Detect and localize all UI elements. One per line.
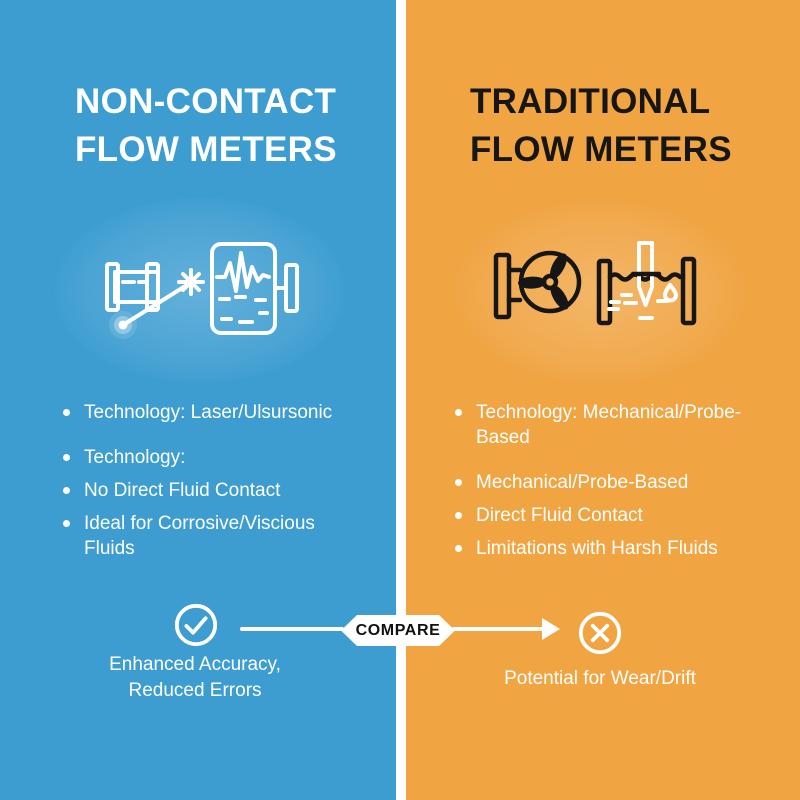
bullet-dot <box>455 409 462 416</box>
x-circle-icon <box>578 611 622 655</box>
bullet-dot <box>455 512 462 519</box>
right-verdict-caption: Potential for Wear/Drift <box>504 668 696 689</box>
bullet-dot <box>63 520 70 527</box>
left-panel: NON-CONTACT FLOW METERS <box>55 82 353 701</box>
list-item: Limitations with Harsh Fluids <box>455 536 790 561</box>
list-item: Technology: Laser/Ulsursonic <box>63 400 353 425</box>
bullet-label: No Direct Fluid Contact <box>84 480 281 501</box>
turbine-probe-flow-meter-icon <box>493 241 697 326</box>
bullet-label: Technology: Laser/Ulsursonic <box>84 402 333 423</box>
compare-badge: COMPARE <box>341 615 455 646</box>
bullet-label: Ideal for Corrosive/Viscious Fluids <box>84 513 315 559</box>
bullet-label: Direct Fluid Contact <box>476 505 643 526</box>
compare-connector-right-line <box>452 627 544 631</box>
laser-sparkle-icon <box>177 268 205 296</box>
bullet-label: Limitations with Harsh Fluids <box>476 538 718 559</box>
bullet-dot <box>455 545 462 552</box>
panel-divider <box>396 0 406 800</box>
left-panel-title: NON-CONTACT FLOW METERS <box>75 82 337 170</box>
list-item: No Direct Fluid Contact <box>63 478 353 503</box>
bullet-dot <box>455 479 462 486</box>
compare-connector-left-line <box>240 627 344 631</box>
right-panel-title: TRADITIONAL FLOW METERS <box>470 82 732 170</box>
bullet-label: Technology: Mechanical/Probe-Based <box>476 402 742 448</box>
list-item: Ideal for Corrosive/Viscious Fluids <box>63 511 353 561</box>
bullet-dot <box>63 454 70 461</box>
bullet-label: Mechanical/Probe-Based <box>476 472 689 493</box>
list-item: Technology: <box>63 445 353 470</box>
propeller-blades <box>518 253 569 310</box>
bullet-label: Technology: <box>84 447 186 468</box>
list-item: Mechanical/Probe-Based <box>455 470 790 495</box>
bullet-dot <box>63 409 70 416</box>
list-item: Technology: Mechanical/Probe-Based <box>455 400 790 450</box>
laser-ultrasonic-flow-meter-icon <box>105 242 299 339</box>
right-panel: TRADITIONAL FLOW METERS <box>400 0 800 800</box>
list-item: Direct Fluid Contact <box>455 503 790 528</box>
left-bullet-list: Technology: Laser/Ulsursonic Technology:… <box>63 400 353 569</box>
right-bullet-list: Technology: Mechanical/Probe-Based Mecha… <box>455 400 790 569</box>
arrow-right-icon <box>542 618 560 640</box>
left-verdict-caption: Enhanced Accuracy, Reduced Errors <box>109 654 281 701</box>
bullet-dot <box>63 487 70 494</box>
check-circle-icon <box>174 603 218 647</box>
